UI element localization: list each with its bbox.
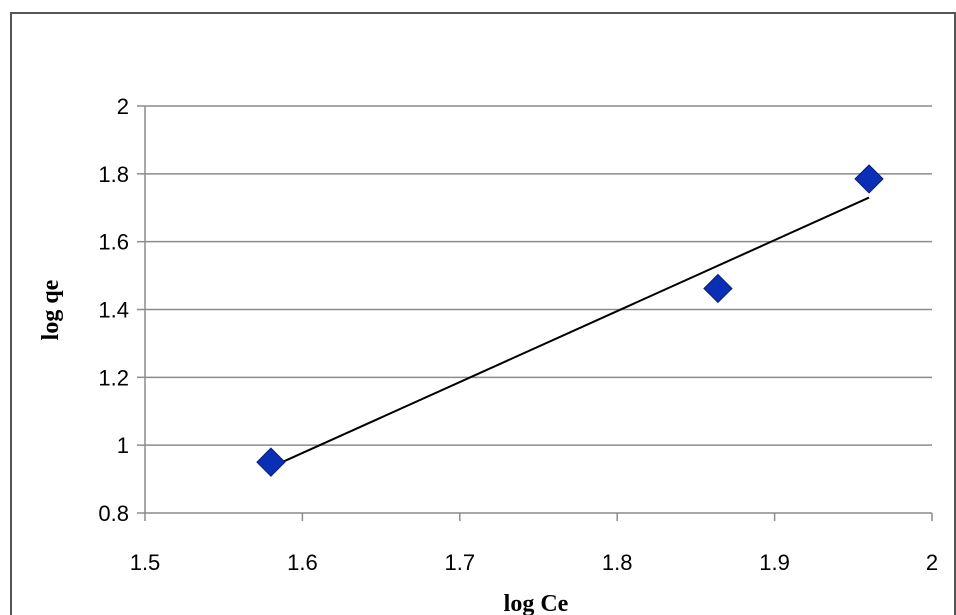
y-tick-label: 1.8 [98, 162, 129, 187]
y-tick-label: 1 [117, 433, 129, 458]
x-tick-label: 1.9 [759, 550, 790, 575]
x-tick-label: 1.7 [445, 550, 476, 575]
y-tick-label: 1.2 [98, 365, 129, 390]
trendline-layer [270, 196, 870, 469]
y-tick-label: 1.6 [98, 230, 129, 255]
y-tick-label: 2 [117, 94, 129, 119]
trendline [270, 196, 870, 469]
point-layer [256, 164, 884, 477]
data-point [854, 164, 884, 194]
x-axis-title: log Ce [504, 591, 569, 615]
x-tick-label: 1.5 [130, 550, 161, 575]
data-point [256, 447, 286, 477]
y-tick-label: 0.8 [98, 501, 129, 526]
y-axis-title: log qe [38, 279, 64, 340]
chart-border [10, 12, 956, 615]
x-tick-label: 1.6 [287, 550, 318, 575]
x-tick-label: 2 [926, 550, 938, 575]
tick-label-layer: 0.8 1 1.2 1.4 1.6 1.8 2 1.5 1.6 1.7 1.8 1.9 2 [98, 94, 938, 575]
data-point [703, 273, 733, 304]
y-tick-label: 1.4 [98, 298, 129, 323]
grid-layer [145, 105, 932, 446]
x-tick-label: 1.8 [602, 550, 633, 575]
axis-layer [137, 105, 933, 521]
